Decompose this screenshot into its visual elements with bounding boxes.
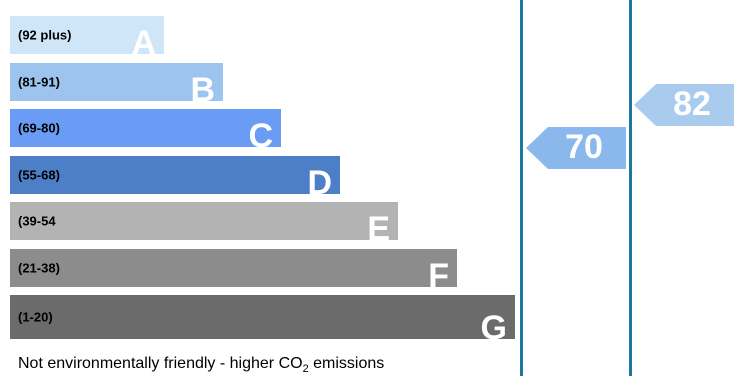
current-rating-value: 70 bbox=[565, 128, 603, 166]
rating-range-label: (39-54 bbox=[18, 213, 56, 229]
footer-subscript: 2 bbox=[302, 363, 309, 376]
rating-letter: D bbox=[307, 164, 332, 202]
potential-rating-marker: 82 bbox=[634, 84, 735, 126]
rating-letter: C bbox=[248, 117, 273, 155]
rating-bar-e: (39-54 E bbox=[10, 202, 398, 246]
rating-bar-a: (92 plus) A bbox=[10, 16, 164, 60]
rating-letter: G bbox=[480, 309, 507, 347]
rating-bar-f: (21-38) F bbox=[10, 249, 457, 293]
rating-letter: E bbox=[367, 210, 390, 248]
rating-bar-d: (55-68) D bbox=[10, 156, 340, 200]
current-column-divider bbox=[520, 0, 523, 376]
rating-bar-b: (81-91) B bbox=[10, 63, 223, 107]
potential-column-divider bbox=[629, 0, 632, 376]
rating-range-label: (1-20) bbox=[18, 309, 53, 325]
rating-letter: A bbox=[131, 24, 156, 62]
potential-rating-value: 82 bbox=[673, 85, 711, 123]
rating-bar-c: (69-80) C bbox=[10, 109, 281, 153]
rating-letter: B bbox=[190, 71, 215, 109]
rating-bar-g: (1-20) G bbox=[10, 295, 515, 345]
rating-range-label: (55-68) bbox=[18, 167, 60, 183]
footer-note: Not environmentally friendly - higher CO… bbox=[18, 355, 384, 375]
rating-range-label: (69-80) bbox=[18, 120, 60, 136]
current-rating-marker: 70 bbox=[526, 127, 628, 169]
rating-range-label: (21-38) bbox=[18, 260, 60, 276]
rating-letter: F bbox=[428, 257, 449, 295]
footer-suffix: emissions bbox=[308, 355, 385, 372]
footer-text: Not environmentally friendly - higher CO bbox=[18, 355, 303, 372]
rating-range-label: (92 plus) bbox=[18, 27, 72, 43]
rating-range-label: (81-91) bbox=[18, 74, 60, 90]
